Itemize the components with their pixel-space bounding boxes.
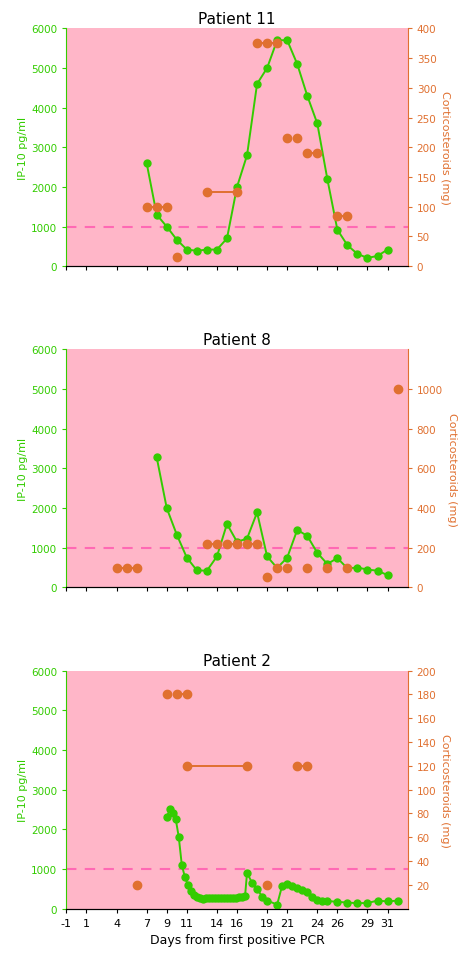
Y-axis label: IP-10 pg/ml: IP-10 pg/ml <box>18 438 28 500</box>
Y-axis label: Corticosteroids (mg): Corticosteroids (mg) <box>447 412 456 526</box>
X-axis label: Days from first positive PCR: Days from first positive PCR <box>150 933 324 946</box>
Y-axis label: Corticosteroids (mg): Corticosteroids (mg) <box>440 91 450 205</box>
Title: Patient 11: Patient 11 <box>198 12 276 26</box>
Y-axis label: IP-10 pg/ml: IP-10 pg/ml <box>18 758 28 822</box>
Title: Patient 8: Patient 8 <box>203 332 271 348</box>
Y-axis label: Corticosteroids (mg): Corticosteroids (mg) <box>440 733 450 847</box>
Title: Patient 2: Patient 2 <box>203 654 271 668</box>
Y-axis label: IP-10 pg/ml: IP-10 pg/ml <box>18 116 28 180</box>
